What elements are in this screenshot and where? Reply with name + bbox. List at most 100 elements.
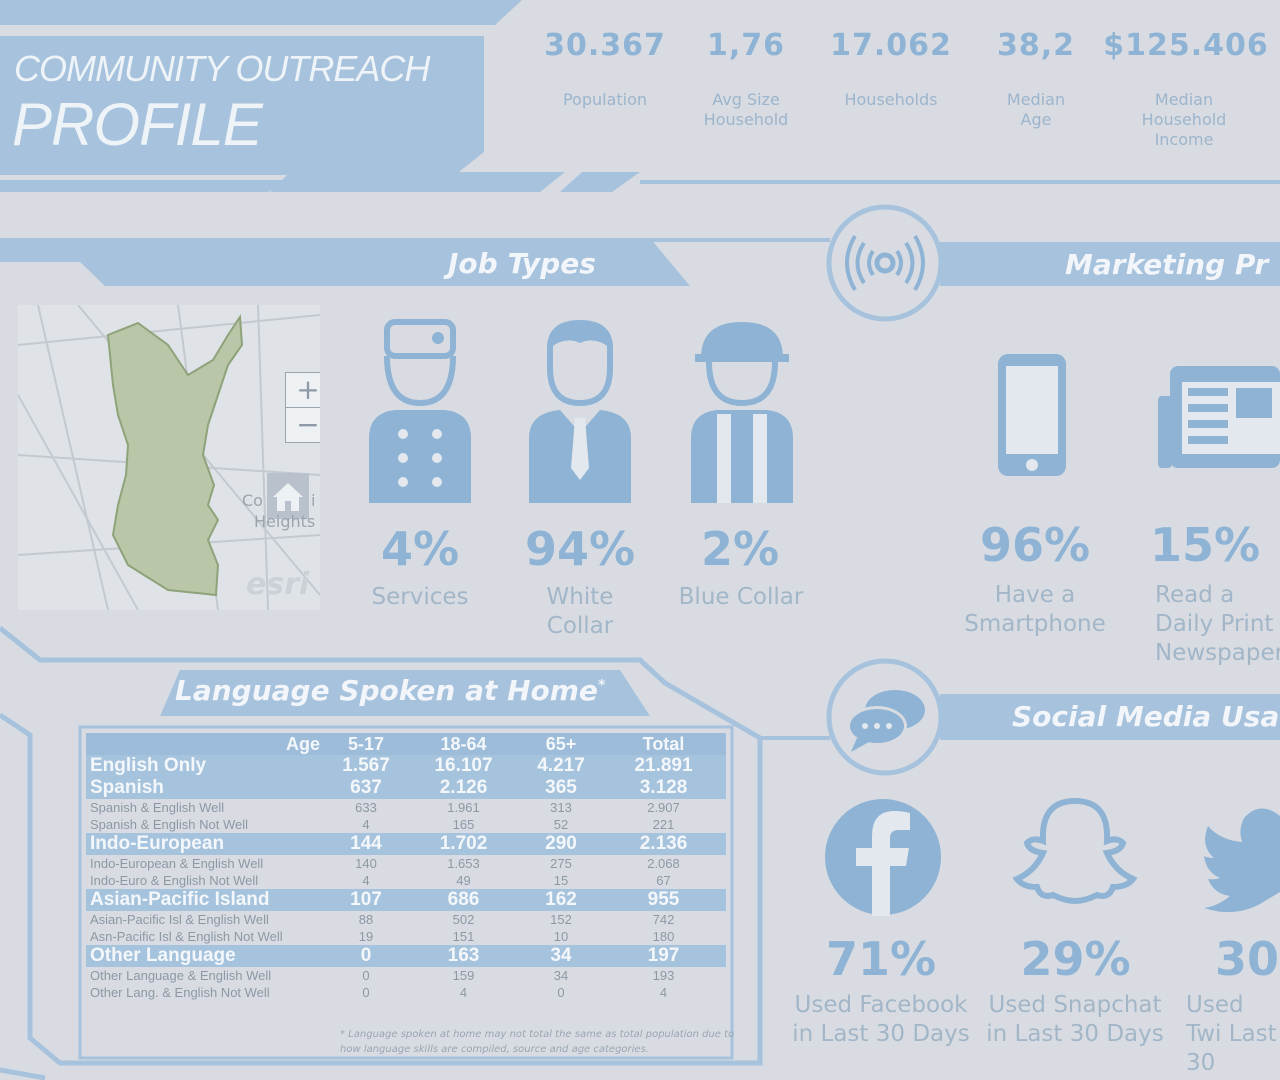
job-types-heading: Job Types [448, 247, 596, 280]
language-row-value: 365 [521, 777, 601, 799]
social-heading: Social Media Usa [1012, 700, 1280, 733]
language-row-name: Other Language [86, 945, 326, 967]
col-18-64: 18-64 [406, 733, 521, 755]
language-row-value: 0 [362, 968, 370, 983]
map-zoom-out-button[interactable]: − [285, 407, 320, 443]
language-row-value: 159 [452, 968, 475, 983]
language-row-name: English Only [86, 755, 326, 777]
language-row-value: 0 [362, 985, 370, 1000]
language-row-name: Indo-European & English Well [90, 856, 264, 871]
job-services-pct: 4% [380, 522, 460, 576]
twitter-icon [1204, 808, 1280, 912]
language-row-value: 955 [601, 889, 726, 911]
language-row-value: 2.126 [406, 777, 521, 799]
stat-median-age-label: Median Age [1006, 90, 1066, 129]
language-row-value: 197 [601, 945, 726, 967]
language-subgroup-row: Asn-Pacific Isl & English Not Well 19 151 1… [86, 928, 726, 945]
language-group-row: English Only 1.567 16.107 4.217 21.891 [86, 755, 726, 777]
language-row-value: 4 [362, 873, 370, 888]
newspaper-icon [1158, 366, 1280, 468]
language-row-value: 1.567 [326, 755, 406, 777]
language-row-value: 34 [553, 968, 569, 983]
language-row-value: 165 [452, 817, 475, 832]
snapchat-icon [1013, 797, 1137, 905]
job-blue-collar-pct: 2% [700, 522, 780, 576]
marketing-heading: Marketing Pr [1065, 248, 1269, 281]
map-place-label-heights: Heights [254, 512, 316, 531]
language-subgroup-row: Other Language & English Well 0 159 34 193 [86, 967, 726, 984]
language-row-value: 3.128 [601, 777, 726, 799]
language-table-header-row: Age 5-17 18-64 65+ Total [86, 733, 726, 755]
facebook-label: Used Facebook in Last 30 Days [792, 992, 970, 1047]
twitter-label: Used Twi Last 30 [1186, 992, 1277, 1076]
newspaper-pct: 15% [1150, 518, 1261, 572]
snapchat-pct: 29% [1020, 932, 1131, 986]
language-row-value: 67 [656, 873, 671, 888]
language-row-name: Other Language & English Well [90, 968, 272, 983]
language-group-row: Indo-European 144 1.702 290 2.136 [86, 833, 726, 855]
chef-icon [369, 319, 471, 503]
stat-median-income-value: $125.406 [1103, 28, 1269, 63]
smartphone-icon [998, 354, 1066, 476]
language-row-value: 193 [652, 968, 675, 983]
language-subgroup-row: Spanish & English Well 633 1.961 313 2.907 [86, 799, 726, 816]
stat-household-size-label: Avg Size Household [703, 90, 789, 129]
language-row-name: Asn-Pacific Isl & English Not Well [90, 929, 283, 944]
language-subgroup-row: Indo-European & English Well 140 1.653 275 2… [86, 855, 726, 872]
stat-households-value: 17.062 [830, 28, 952, 63]
language-row-value: 152 [550, 912, 572, 927]
language-row-value: 1.653 [447, 856, 480, 871]
language-heading-text: Language Spoken at Home [175, 674, 598, 707]
language-row-value: 4 [659, 985, 668, 1000]
language-table-body: Age 5-17 18-64 65+ Total English Only 1.5… [86, 733, 726, 1001]
facebook-pct: 71% [825, 932, 937, 986]
map-place-label-co: Co [242, 491, 263, 510]
smartphone-label: Have a Smartphone [964, 582, 1106, 637]
language-row-value: 637 [326, 777, 406, 799]
facebook-icon [825, 799, 941, 916]
language-subgroup-row: Indo-Euro & English Not Well 4 49 15 67 [86, 872, 726, 889]
map-place-label-i: i [311, 491, 316, 510]
language-footnote: * Language spoken at home may not total … [340, 1029, 735, 1055]
language-row-value: 4 [362, 817, 370, 832]
language-row-value: 686 [406, 889, 521, 911]
language-row-name: Spanish [86, 777, 326, 799]
twitter-pct: 30% [1215, 932, 1280, 986]
map-home-button[interactable] [267, 473, 309, 519]
language-row-value: 1.961 [447, 800, 480, 815]
language-row-value: 633 [355, 800, 377, 815]
language-group-row: Other Language 0 163 34 197 [86, 945, 726, 967]
language-row-value: 4 [459, 985, 468, 1000]
language-heading: Language Spoken at Home* [175, 674, 605, 707]
language-row-value: 49 [456, 873, 471, 888]
language-row-value: 180 [652, 929, 675, 944]
job-white-collar-label: White Collar [546, 584, 614, 639]
job-services-label: Services [371, 584, 469, 610]
language-row-value: 52 [553, 817, 569, 832]
language-group-row: Asian-Pacific Island 107 686 162 955 [86, 889, 726, 911]
col-age: Age [86, 733, 326, 755]
stat-population-value: 30.367 [544, 28, 666, 63]
language-row-value: 140 [355, 856, 377, 871]
snapchat-label: Used Snapchat in Last 30 Days [986, 992, 1164, 1047]
language-row-name: Spanish & English Well [90, 800, 225, 815]
language-row-value: 2.068 [647, 856, 680, 871]
job-white-collar-pct: 94% [524, 522, 636, 576]
title-community-outreach: COMMUNITY OUTREACH [14, 48, 430, 89]
language-row-value: 19 [358, 929, 374, 944]
language-row-value: 2.136 [601, 833, 726, 855]
language-row-value: 88 [358, 912, 374, 927]
map-canvas [18, 305, 320, 610]
language-row-value: 2.907 [647, 800, 680, 815]
map-view[interactable]: + − Co i Heights esri [18, 305, 320, 610]
language-row-value: 10 [553, 929, 569, 944]
language-row-name: Indo-European [86, 833, 326, 855]
map-zoom-in-button[interactable]: + [285, 372, 320, 408]
stat-population-label: Population [562, 90, 648, 109]
construction-worker-icon [691, 322, 793, 503]
language-row-name: Indo-Euro & English Not Well [90, 873, 259, 888]
language-row-value: 0 [326, 945, 406, 967]
language-row-value: 275 [550, 856, 572, 871]
esri-logo: esri [246, 567, 310, 602]
